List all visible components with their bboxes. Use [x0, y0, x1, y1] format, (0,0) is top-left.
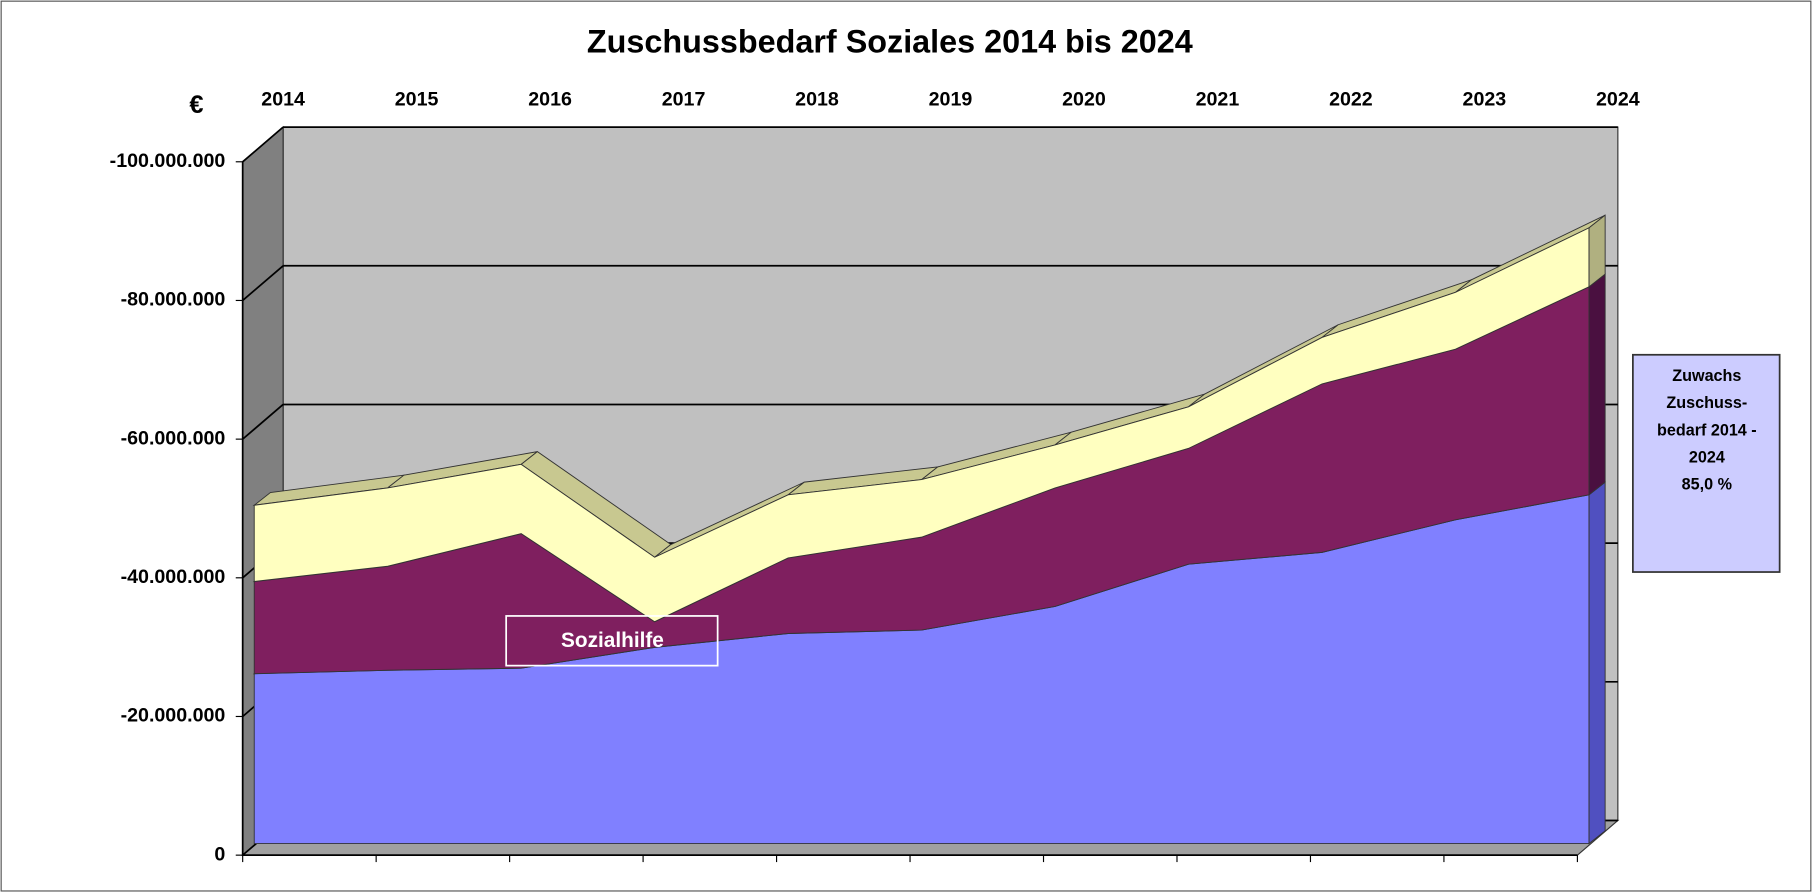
area-side-face: [1588, 481, 1606, 845]
y-unit: €: [189, 91, 203, 119]
x-tick-label: 2018: [795, 89, 839, 111]
y-tick-label: 0: [214, 843, 225, 865]
x-tick-label: 2024: [1596, 89, 1640, 111]
y-tick-label: -20.000.000: [121, 705, 226, 727]
x-tick-label: 2020: [1062, 89, 1106, 111]
y-tick-label: -60.000.000: [121, 427, 226, 449]
x-tick-label: 2016: [528, 89, 572, 111]
series-label: Sozialhilfe: [561, 629, 664, 652]
grid-line-side: [242, 126, 284, 163]
chart-title: Zuschussbedarf Soziales 2014 bis 2024: [587, 23, 1193, 59]
y-tick-label: -40.000.000: [121, 566, 226, 588]
x-tick-label: 2021: [1196, 89, 1240, 111]
grid-line-side: [242, 403, 284, 440]
x-tick-label: 2019: [929, 89, 973, 111]
area-side-face: [1588, 273, 1606, 496]
annotation-line: bedarf 2014 -: [1657, 421, 1757, 439]
annotation-line: 2024: [1689, 448, 1725, 466]
x-tick-label: 2014: [261, 89, 305, 111]
grid-line-side: [242, 265, 284, 302]
area-side-face: [1588, 214, 1606, 288]
x-tick-label: 2015: [395, 89, 439, 111]
x-tick-label: 2022: [1329, 89, 1373, 111]
label-box: [505, 615, 719, 667]
annotation-box: [1632, 353, 1781, 573]
annotation-line: Zuschuss-: [1666, 394, 1747, 412]
annotation-line: 85,0 %: [1682, 476, 1732, 494]
y-tick-label: -100.000.000: [110, 150, 226, 172]
annotation-line: Zuwachs: [1672, 367, 1741, 385]
y-tick-label: -80.000.000: [121, 289, 226, 311]
area: [253, 227, 1590, 623]
x-tick-label: 2017: [662, 89, 706, 111]
x-tick-label: 2023: [1463, 89, 1507, 111]
